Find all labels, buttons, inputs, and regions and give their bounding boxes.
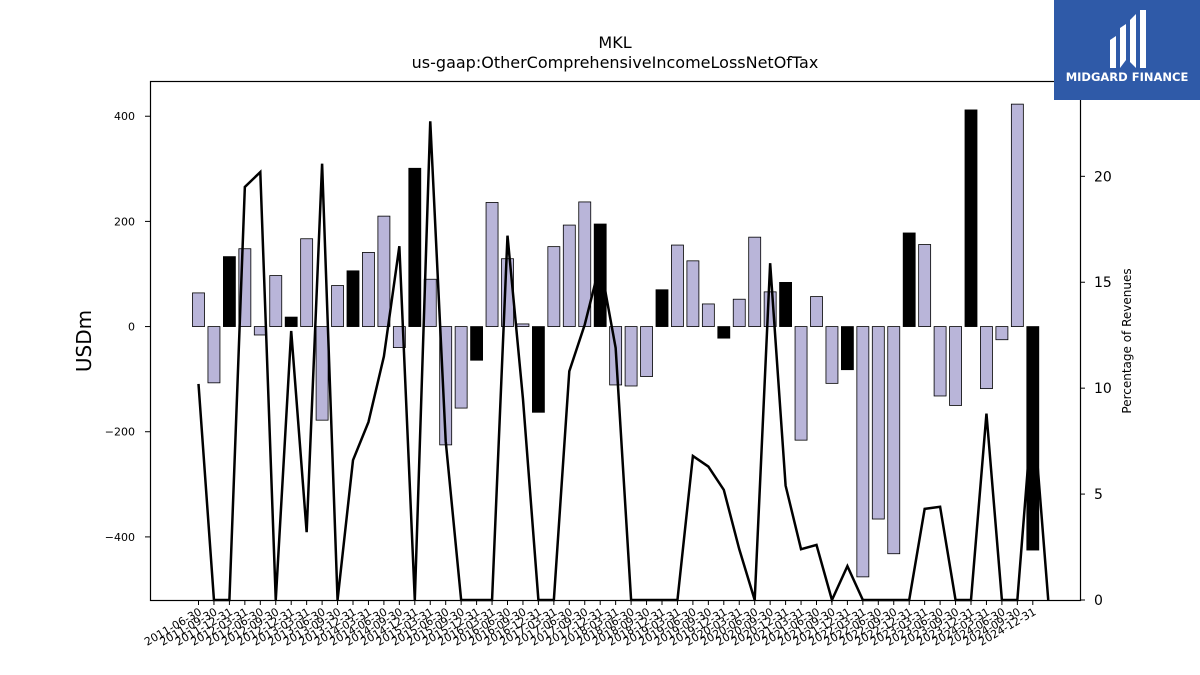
bar [902, 232, 916, 327]
bar [732, 298, 746, 327]
y-tick-label: 400 [114, 110, 135, 123]
x-axis: 2011-06-302011-09-302011-12-312012-03-31… [142, 600, 1038, 649]
bar [269, 275, 283, 327]
bar [949, 326, 962, 406]
bar [408, 167, 422, 327]
y2-tick-label: 0 [1094, 593, 1103, 609]
y2-axis-label: Percentage of Revenues [1120, 268, 1134, 413]
bar [222, 256, 236, 327]
y2-tick-label: 10 [1094, 381, 1112, 397]
bar [485, 202, 499, 327]
y-tick-label: 200 [114, 215, 135, 228]
brand-logo: MIDGARD FINANCE [1054, 0, 1200, 100]
y-axis: −400 −200 0 200 400 [105, 110, 150, 544]
bar [980, 326, 993, 390]
y-tick-label: −400 [105, 531, 135, 544]
bar [717, 326, 731, 339]
bar [918, 244, 932, 327]
bar [841, 326, 854, 371]
bar [1010, 103, 1024, 327]
y-axis-label: USDm [72, 310, 96, 372]
bar [995, 326, 1009, 341]
bar [516, 323, 530, 327]
bar-layer [192, 103, 1040, 578]
bar [701, 303, 715, 327]
bar [825, 326, 839, 384]
bar [377, 215, 391, 327]
bar [253, 326, 267, 336]
bar [300, 238, 314, 327]
bar [470, 326, 484, 361]
bar [671, 244, 684, 327]
y2-axis: 0 5 10 15 20 [1080, 169, 1112, 609]
chart-title: MKL [598, 33, 631, 52]
bar [887, 326, 901, 555]
bar [748, 236, 762, 327]
chart-subtitle: us-gaap:OtherComprehensiveIncomeLossNetO… [412, 53, 819, 72]
bar [284, 316, 298, 327]
bar [346, 270, 360, 327]
y2-tick-label: 20 [1094, 169, 1112, 185]
bar [779, 281, 792, 327]
bar [856, 326, 870, 578]
bar [810, 296, 823, 327]
bar [624, 326, 638, 387]
bar [562, 224, 576, 327]
bar [1026, 326, 1040, 551]
bar [794, 326, 808, 441]
bar [686, 260, 700, 327]
bar [207, 326, 221, 384]
bar [454, 326, 468, 409]
bar [192, 292, 205, 327]
midgard-logo-icon [1110, 10, 1146, 68]
bar [964, 109, 978, 327]
y-tick-label: −200 [105, 426, 135, 439]
bar [532, 326, 545, 413]
brand-name: MIDGARD FINANCE [1065, 70, 1189, 84]
bar [331, 285, 344, 327]
bar [362, 252, 375, 327]
y2-tick-label: 5 [1094, 487, 1103, 503]
bar [655, 289, 669, 327]
bar [315, 326, 329, 421]
bar [933, 326, 947, 397]
bar [640, 326, 653, 377]
bar [593, 223, 607, 327]
bar [547, 246, 561, 327]
bar [871, 326, 885, 520]
y2-tick-label: 15 [1094, 275, 1112, 291]
y-tick-label: 0 [128, 321, 135, 334]
